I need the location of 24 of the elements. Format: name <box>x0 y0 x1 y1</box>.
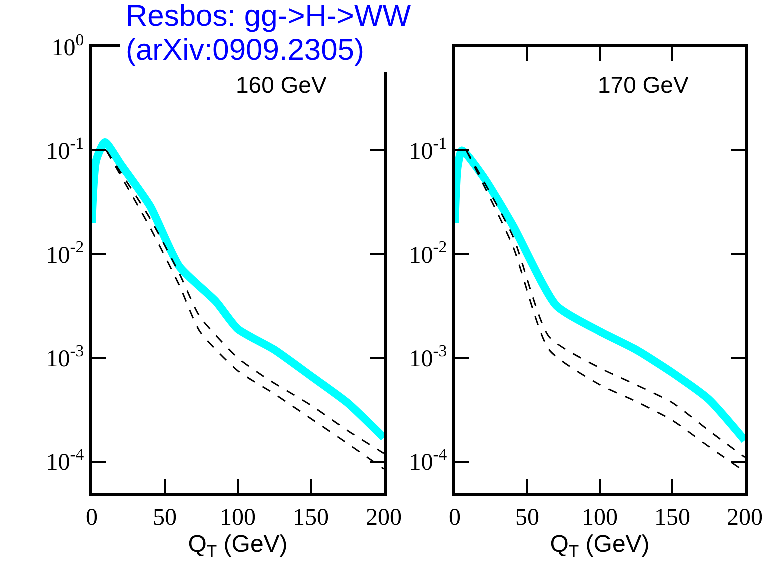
annotation: 170 GeV <box>598 72 690 98</box>
y-tick-label: 10$^{-2}$ <box>46 238 84 269</box>
annotation: 160 GeV <box>236 72 328 98</box>
x-tick-label: 0 <box>86 504 98 531</box>
y-tick-label: 10$^{-4}$ <box>409 445 448 476</box>
x-axis-title: Q$_{T}$ (GeV) <box>188 530 288 561</box>
x-tick-label: 200 <box>366 504 402 531</box>
y-tick-label: 10$^{-1}$ <box>409 134 448 166</box>
y-tick-label: 10$^{-1}$ <box>46 134 84 166</box>
y-tick-label: 10$^{-4}$ <box>46 445 85 476</box>
y-tick-label: 10$^{-3}$ <box>46 341 84 372</box>
x-tick-label: 200 <box>727 504 763 531</box>
y-tick-label: 10$^{-3}$ <box>409 341 448 372</box>
x-tick-label: 150 <box>293 504 329 531</box>
x-tick-label: 100 <box>582 504 618 531</box>
x-tick-label: 150 <box>654 504 690 531</box>
x-tick-label: 100 <box>220 504 256 531</box>
x-tick-label: 50 <box>153 504 177 531</box>
chart-title: Resbos: gg->H->WW (arXiv:0909.2305) <box>120 0 418 72</box>
x-axis-title: Q$_{T}$ (GeV) <box>550 530 650 561</box>
x-tick-label: 50 <box>516 504 540 531</box>
y-tick-label: 10$^{-2}$ <box>409 238 448 269</box>
y-tick-label: 10$^{0}$ <box>52 30 84 62</box>
x-tick-label: 0 <box>449 504 461 531</box>
